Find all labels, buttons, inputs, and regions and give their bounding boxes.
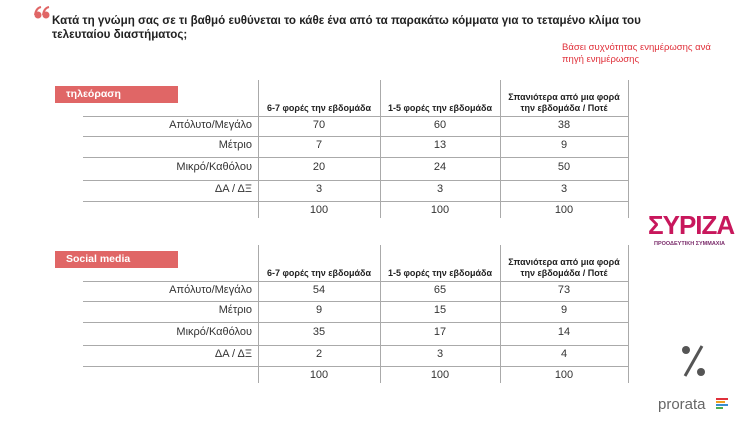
row-line — [83, 345, 628, 346]
row-line — [83, 322, 628, 323]
column-line — [628, 80, 629, 218]
cell: 3 — [315, 183, 323, 195]
cell: 9 — [560, 304, 568, 316]
row-line — [83, 180, 628, 181]
column-line — [380, 80, 381, 218]
table-label: Social media — [55, 251, 178, 268]
cell: 3 — [436, 183, 444, 195]
brand: prorata — [658, 396, 706, 413]
table-label: τηλεόραση — [55, 86, 178, 103]
row-label: Μικρό/Καθόλου — [176, 326, 252, 338]
note: Βάσει συχνότητας ενημέρωσης ανά πηγή ενη… — [562, 42, 711, 65]
cell: 60 — [433, 119, 447, 131]
total-cell: 100 — [430, 369, 450, 381]
cell: 9 — [560, 139, 568, 151]
row-label: Απόλυτο/Μεγάλο — [169, 119, 252, 131]
column-header: 1-5 φορές την εβδομάδα — [387, 268, 493, 278]
cell: 24 — [433, 161, 447, 173]
cell: 54 — [312, 284, 326, 296]
cell: 13 — [433, 139, 447, 151]
column-line — [258, 245, 259, 383]
cell: 73 — [557, 284, 571, 296]
total-cell: 100 — [309, 204, 329, 216]
cell: 3 — [560, 183, 568, 195]
quote-icon — [34, 6, 50, 19]
cell: 38 — [557, 119, 571, 131]
cell: 3 — [436, 348, 444, 360]
logo-name: ΣΥΡΙΖΑ — [648, 210, 735, 240]
row-line — [83, 366, 628, 367]
column-header: Σπανιότερα από μια φορά την εβδομάδα / Π… — [508, 92, 620, 113]
row-label: Απόλυτο/Μεγάλο — [169, 284, 252, 296]
total-cell: 100 — [554, 369, 574, 381]
column-header: Σπανιότερα από μια φορά την εβδομάδα / Π… — [508, 257, 620, 278]
column-line — [500, 80, 501, 218]
column-header: 6-7 φορές την εβδομάδα — [266, 268, 372, 278]
cell: 15 — [433, 304, 447, 316]
row-label: ΔΑ / ΔΞ — [214, 348, 252, 360]
cell: 70 — [312, 119, 326, 131]
row-line — [83, 201, 628, 202]
total-cell: 100 — [309, 369, 329, 381]
brand-bars — [716, 398, 728, 409]
cell: 17 — [433, 326, 447, 338]
question: Κατά τη γνώμη σας σε τι βαθμό ευθύνεται … — [52, 14, 641, 41]
column-line — [258, 80, 259, 218]
row-label: ΔΑ / ΔΞ — [214, 183, 252, 195]
cell: 2 — [315, 348, 323, 360]
column-header: 6-7 φορές την εβδομάδα — [266, 103, 372, 113]
row-line — [83, 136, 628, 137]
row-label: Μικρό/Καθόλου — [176, 161, 252, 173]
percent-icon — [682, 345, 705, 377]
total-cell: 100 — [430, 204, 450, 216]
cell: 35 — [312, 326, 326, 338]
cell: 14 — [557, 326, 571, 338]
total-cell: 100 — [554, 204, 574, 216]
column-header: 1-5 φορές την εβδομάδα — [387, 103, 493, 113]
row-label: Μέτριο — [218, 304, 252, 316]
column-line — [628, 245, 629, 383]
cell: 65 — [433, 284, 447, 296]
row-label: Μέτριο — [218, 139, 252, 151]
cell: 4 — [560, 348, 568, 360]
cell: 20 — [312, 161, 326, 173]
cell: 9 — [315, 304, 323, 316]
row-line — [83, 116, 628, 117]
cell: 7 — [315, 139, 323, 151]
logo-tagline: ΠΡΟΟΔΕΥΤΙΚΗ ΣΥΜΜΑΧΙΑ — [654, 241, 725, 247]
column-line — [380, 245, 381, 383]
row-line — [83, 157, 628, 158]
column-line — [500, 245, 501, 383]
cell: 50 — [557, 161, 571, 173]
row-line — [83, 301, 628, 302]
row-line — [83, 281, 628, 282]
